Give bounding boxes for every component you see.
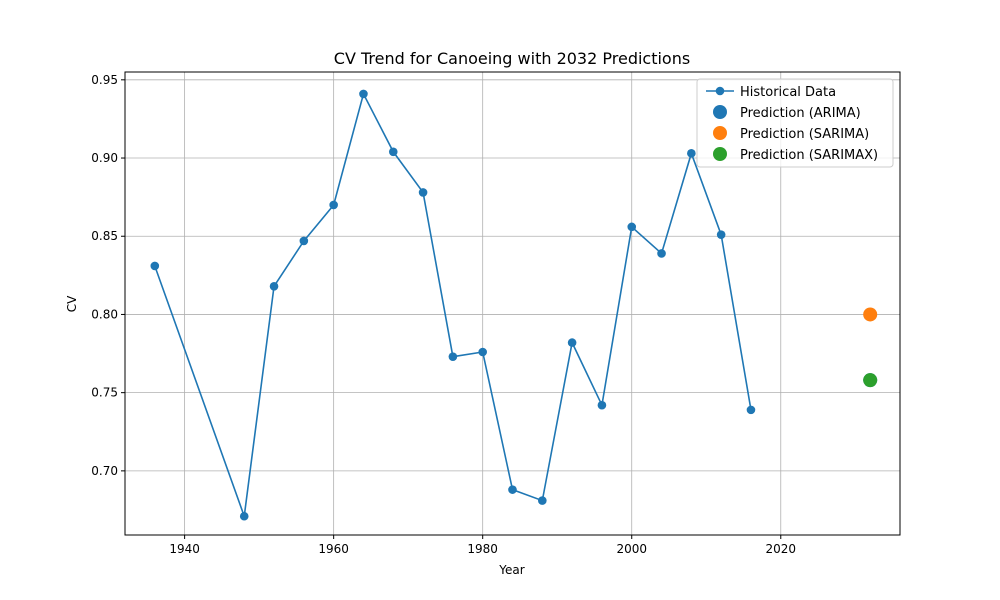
legend-label: Prediction (SARIMAX) [740, 148, 878, 163]
legend-label: Prediction (ARIMA) [740, 106, 861, 121]
data-point [448, 352, 458, 361]
prediction-point [863, 373, 878, 388]
data-point [597, 400, 607, 410]
x-tick-label: 1960 [318, 542, 349, 556]
data-point [359, 89, 368, 99]
x-axis-label: Year [498, 563, 524, 577]
series-3 [863, 373, 878, 388]
plot-frame [124, 71, 901, 536]
axis-ticks: 1940 1960 1980 2000 2020 0.70 0.75 0.80 0.85 0.90… [91, 73, 796, 556]
legend-item: Prediction (SARIMAX) [713, 147, 878, 163]
legend-marker-swatch [715, 86, 725, 96]
data-point [299, 236, 309, 246]
data-point [657, 249, 666, 258]
x-tick-label: 2000 [616, 542, 647, 556]
legend-label: Prediction (SARIMA) [740, 127, 869, 142]
prediction-point [863, 307, 878, 322]
legend-item: Prediction (SARIMA) [713, 126, 869, 142]
data-point [687, 149, 696, 158]
data-point [150, 261, 160, 271]
data-point [269, 281, 279, 291]
legend-marker-swatch [713, 126, 727, 140]
data-point [716, 230, 726, 239]
data-point [538, 496, 547, 505]
y-tick-label: 0.90 [91, 151, 118, 165]
data-point [388, 147, 398, 157]
y-tick-label: 0.70 [91, 464, 118, 478]
x-tick-label: 1980 [467, 542, 498, 556]
legend-marker-swatch [713, 105, 727, 119]
chart-title: CV Trend for Canoeing with 2032 Predicti… [334, 49, 690, 68]
legend-marker-swatch [713, 147, 727, 161]
series-0 [150, 89, 756, 521]
y-axis-label: CV [65, 295, 79, 312]
legend-item: Historical Data [706, 85, 836, 100]
legend-box [696, 78, 894, 168]
y-tick-label: 0.95 [91, 73, 118, 87]
x-tick-label: 1940 [169, 542, 200, 556]
legend-item: Prediction (ARIMA) [713, 105, 861, 121]
legend: Historical Data Prediction (ARIMA) Predict… [696, 78, 894, 168]
x-tick-label: 2020 [765, 542, 796, 556]
data-point [478, 347, 487, 357]
data-point [329, 200, 338, 210]
legend-label: Historical Data [740, 85, 836, 100]
data-point [567, 338, 577, 347]
y-tick-label: 0.80 [91, 307, 118, 321]
y-tick-label: 0.75 [91, 386, 118, 400]
data-point [508, 485, 517, 494]
data-point [239, 511, 249, 521]
data-point [746, 405, 756, 415]
data-point [627, 222, 637, 232]
series-layer [150, 89, 878, 521]
series-2 [863, 307, 878, 322]
data-point [418, 188, 428, 197]
y-tick-label: 0.85 [91, 229, 118, 243]
